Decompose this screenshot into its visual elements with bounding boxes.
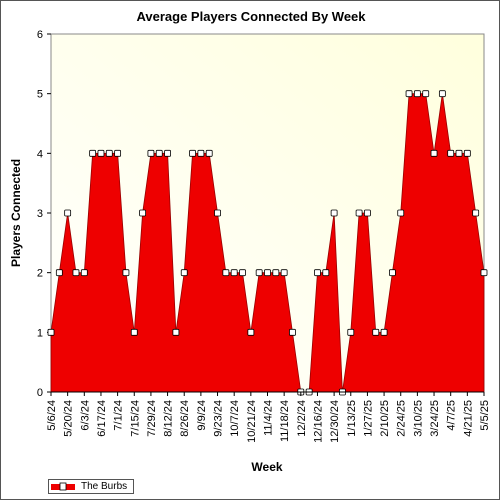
y-tick-label: 5 <box>37 89 43 101</box>
data-point <box>114 149 122 157</box>
data-point <box>422 90 430 98</box>
legend-swatch <box>51 482 75 490</box>
chart-title: Average Players Connected By Week <box>136 9 366 24</box>
data-point <box>314 269 321 277</box>
data-point <box>347 328 355 336</box>
y-tick-label: 1 <box>37 327 43 339</box>
data-point <box>164 149 171 157</box>
x-tick-label: 2/10/25 <box>379 400 391 437</box>
y-tick-label: 4 <box>37 148 43 160</box>
data-point <box>388 269 396 277</box>
x-tick-label: 4/7/25 <box>446 400 458 431</box>
x-tick-label: 8/12/24 <box>163 400 175 437</box>
x-tick-label: 12/30/24 <box>329 400 341 443</box>
x-tick-label: 12/2/24 <box>296 400 308 437</box>
data-point <box>289 328 296 336</box>
data-point <box>222 269 230 277</box>
legend: The Burbs <box>48 479 135 494</box>
y-tick-label: 0 <box>37 387 43 399</box>
data-point <box>380 328 388 336</box>
data-point <box>247 328 255 336</box>
data-point <box>147 149 155 157</box>
data-point <box>180 269 188 277</box>
data-point <box>355 209 363 217</box>
data-point <box>455 149 463 157</box>
x-tick-label: 4/21/25 <box>462 400 474 437</box>
data-point <box>397 209 405 217</box>
data-point <box>255 269 263 277</box>
data-point <box>438 90 446 98</box>
data-point <box>447 149 455 157</box>
x-tick-label: 11/18/24 <box>279 400 291 442</box>
y-tick-label: 3 <box>37 208 43 220</box>
data-point <box>280 269 288 277</box>
data-point <box>89 149 97 157</box>
x-tick-label: 3/24/25 <box>429 400 441 437</box>
x-tick-label: 6/17/24 <box>96 400 108 437</box>
x-tick-label: 3/10/25 <box>412 400 424 437</box>
x-tick-label: 1/13/25 <box>346 400 358 437</box>
y-tick-label: 2 <box>37 268 43 280</box>
data-point <box>122 269 130 277</box>
data-point <box>322 269 330 277</box>
data-point <box>197 149 205 157</box>
x-tick-label: 7/29/24 <box>146 400 158 437</box>
y-tick-label: 6 <box>37 29 43 41</box>
data-point <box>205 149 213 157</box>
x-tick-label: 9/23/24 <box>213 400 225 437</box>
data-point <box>64 209 72 217</box>
x-tick-label: 8/26/24 <box>179 400 191 437</box>
data-point <box>472 209 480 217</box>
x-tick-label: 11/4/24 <box>263 400 275 436</box>
data-point <box>130 328 138 336</box>
data-point <box>47 328 55 336</box>
data-point <box>55 269 63 277</box>
data-point <box>97 149 105 157</box>
x-tick-label: 2/24/25 <box>396 400 408 437</box>
x-tick-label: 10/21/24 <box>246 400 258 443</box>
data-point <box>214 209 221 217</box>
data-point <box>239 269 246 277</box>
data-point <box>372 328 380 336</box>
x-tick-label: 5/6/24 <box>46 400 58 431</box>
legend-label: The Burbs <box>81 481 128 492</box>
x-tick-label: 6/3/24 <box>79 400 91 431</box>
data-point <box>230 269 238 277</box>
data-point <box>405 90 413 98</box>
data-point <box>272 269 280 277</box>
data-point <box>480 269 488 277</box>
x-tick-label: 10/7/24 <box>229 400 241 437</box>
data-point <box>72 269 80 277</box>
data-point <box>139 209 147 217</box>
y-axis: 0 1 2 3 4 5 6 <box>37 29 51 399</box>
data-point <box>172 328 180 336</box>
data-point <box>364 209 371 217</box>
x-tick-label: 7/1/24 <box>113 400 125 431</box>
x-tick-label: 9/9/24 <box>196 400 208 431</box>
data-point <box>330 209 338 217</box>
data-point <box>105 149 113 157</box>
x-tick-label: 5/20/24 <box>63 400 75 437</box>
x-tick-label: 5/5/25 <box>479 400 491 431</box>
data-point <box>80 269 88 277</box>
x-tick-label: 12/16/24 <box>312 400 324 443</box>
y-axis-label: Players Connected <box>9 159 23 267</box>
series-layer <box>47 90 488 396</box>
data-point <box>413 90 421 98</box>
x-axis-label: Week <box>251 460 282 474</box>
data-point <box>430 149 438 157</box>
data-point <box>463 149 471 157</box>
data-point <box>189 149 196 157</box>
x-tick-label: 1/27/25 <box>362 400 374 437</box>
x-axis: 5/6/24 5/20/24 6/3/24 6/17/24 7/1/24 7/15/24 7… <box>46 391 491 443</box>
data-point <box>155 149 163 157</box>
data-point <box>264 269 271 277</box>
x-tick-label: 7/15/24 <box>129 400 141 437</box>
